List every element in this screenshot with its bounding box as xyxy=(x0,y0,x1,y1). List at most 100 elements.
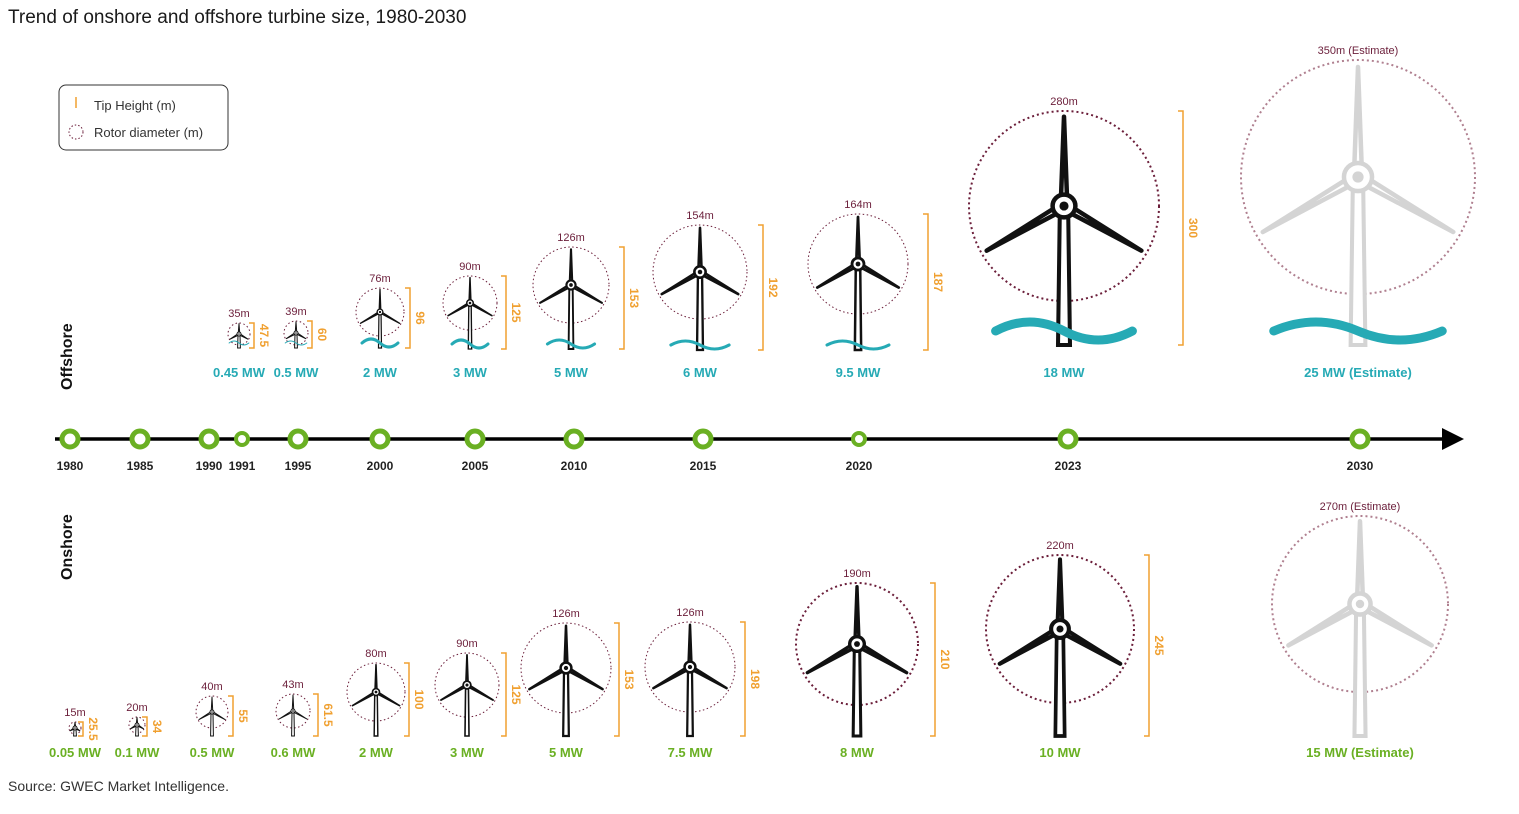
offshore-turbine-2010: 126m 153 5 MW xyxy=(532,232,641,380)
onshore-hub-center xyxy=(854,641,860,647)
onshore-rotor-label: 15m xyxy=(64,707,85,719)
offshore-water-wave xyxy=(450,338,490,350)
onshore-rotor-circle xyxy=(275,693,311,729)
legend-tip-height: Tip Height (m) xyxy=(94,98,176,113)
timeline-year-label: 2010 xyxy=(561,459,588,473)
legend: Tip Height (m) Rotor diameter (m) xyxy=(58,84,229,151)
timeline-arrow-icon xyxy=(1442,428,1464,450)
offshore-hub-center xyxy=(569,283,573,287)
offshore-tip-height-label: 96 xyxy=(413,311,427,325)
offshore-tip-height-bracket xyxy=(501,275,507,350)
offshore-tower xyxy=(567,288,575,350)
offshore-tip-height-bracket xyxy=(307,320,313,349)
onshore-rotor-label: 190m xyxy=(843,568,871,580)
timeline-dot-2030 xyxy=(1349,428,1371,450)
onshore-rotor-label: 40m xyxy=(201,681,222,693)
onshore-capacity-label: 5 MW xyxy=(549,745,584,760)
onshore-tip-height-label: 55 xyxy=(236,709,250,723)
offshore-capacity-label: 0.45 MW xyxy=(213,365,266,380)
onshore-tip-height-bracket xyxy=(313,693,319,737)
onshore-rotor-label: 126m xyxy=(676,607,704,619)
offshore-capacity-label: 3 MW xyxy=(453,365,488,380)
timeline-year-label: 2030 xyxy=(1347,459,1374,473)
offshore-water-wave xyxy=(360,337,400,349)
onshore-tower xyxy=(210,713,214,737)
offshore-tip-height-label: 60 xyxy=(315,328,329,342)
timeline-year-label: 1995 xyxy=(285,459,312,473)
offshore-rotor-label: 164m xyxy=(844,199,872,211)
onshore-tip-height-label: 61.5 xyxy=(321,703,335,727)
onshore-capacity-label: 0.05 MW xyxy=(49,745,102,760)
onshore-tip-height-bracket xyxy=(78,721,84,737)
onshore-tower xyxy=(291,712,295,737)
offshore-tower xyxy=(695,276,705,352)
onshore-hub-center xyxy=(465,683,469,687)
onshore-hub-center xyxy=(563,665,569,671)
offshore-tip-height-label: 187 xyxy=(931,272,945,292)
onshore-hub-center xyxy=(211,711,213,713)
offshore-tip-height-label: 300 xyxy=(1186,218,1200,238)
offshore-tip-height-label: 192 xyxy=(766,277,780,297)
timeline-year-label: 1991 xyxy=(229,459,256,473)
timeline-year-label: 2023 xyxy=(1055,459,1082,473)
offshore-water-wave xyxy=(228,340,250,346)
timeline-dot-2020 xyxy=(851,431,867,447)
onshore-rotor-circle xyxy=(520,622,612,714)
offshore-capacity-label: 25 MW (Estimate) xyxy=(1304,365,1412,380)
onshore-tip-height-label: 198 xyxy=(748,669,762,689)
timeline-year-label: 2005 xyxy=(462,459,489,473)
offshore-tip-height-bracket xyxy=(405,287,411,349)
timeline-dot-1985 xyxy=(129,428,151,450)
onshore-capacity-label: 0.1 MW xyxy=(115,745,161,760)
offshore-hub-center xyxy=(378,310,382,314)
onshore-turbine-1995: 43m 61.5 0.6 MW xyxy=(271,679,335,760)
timeline-dots: 1980 1985 1990 1991 1995 2000 2005 2010 2015 2020… xyxy=(57,428,1374,473)
onshore-turbine-2000: 80m 100 2 MW xyxy=(346,648,426,760)
offshore-turbines: 35m 47.5 0.45 MW 39m 60 0.5 MW 76m 96 2 MW 90m 125… xyxy=(213,45,1476,380)
offshore-rotor-circle xyxy=(1240,59,1476,295)
timeline-dot-1980 xyxy=(59,428,81,450)
timeline-year-label: 2000 xyxy=(367,459,394,473)
onshore-turbine-1990: 40m 55 0.5 MW xyxy=(190,681,250,760)
onshore-tower xyxy=(464,688,470,737)
offshore-rotor-label: 76m xyxy=(369,273,390,285)
timeline-dot-2010 xyxy=(563,428,585,450)
offshore-tip-height-bracket xyxy=(619,246,625,350)
offshore-capacity-label: 18 MW xyxy=(1043,365,1085,380)
onshore-tower xyxy=(373,694,379,737)
onshore-turbine-2030: 270m (Estimate) 15 MW (Estimate) xyxy=(1271,501,1449,760)
timeline-year-label: 2015 xyxy=(690,459,717,473)
offshore-rotor-label: 90m xyxy=(459,261,480,273)
onshore-tower xyxy=(1053,636,1067,738)
onshore-turbine-2010: 126m 153 5 MW xyxy=(520,608,636,760)
onshore-rotor-circle xyxy=(1271,515,1449,693)
offshore-rotor-label: 280m xyxy=(1050,96,1078,108)
offshore-capacity-label: 0.5 MW xyxy=(274,365,320,380)
onshore-tip-height-bracket xyxy=(740,621,746,737)
offshore-hub-center xyxy=(1059,201,1069,211)
onshore-rotor-circle xyxy=(434,652,500,718)
offshore-capacity-label: 6 MW xyxy=(683,365,718,380)
onshore-tip-height-label: 153 xyxy=(622,669,636,689)
timeline-dot-1991 xyxy=(234,431,250,447)
onshore-capacity-label: 0.6 MW xyxy=(271,745,317,760)
offshore-turbine-2020: 164m 187 9.5 MW xyxy=(807,199,945,380)
legend-rotor-diameter: Rotor diameter (m) xyxy=(94,125,203,140)
onshore-rotor-label: 126m xyxy=(552,608,580,620)
onshore-tip-height-bracket xyxy=(614,622,620,737)
offshore-rotor-label: 35m xyxy=(228,308,249,320)
onshore-capacity-label: 2 MW xyxy=(359,745,394,760)
onshore-tower xyxy=(562,672,570,738)
legend-box xyxy=(58,84,229,151)
timeline-dot-2000 xyxy=(369,428,391,450)
offshore-rotor-circle xyxy=(283,320,309,346)
offshore-rotor-label: 126m xyxy=(557,232,585,244)
onshore-hub-center xyxy=(136,724,138,726)
offshore-tower xyxy=(1348,189,1368,348)
onshore-rotor-label: 220m xyxy=(1046,540,1074,552)
chart-title: Trend of onshore and offshore turbine si… xyxy=(8,7,466,28)
onshore-tip-height-bracket xyxy=(501,652,507,737)
timeline-year-label: 1990 xyxy=(196,459,223,473)
offshore-blade xyxy=(1351,64,1365,180)
